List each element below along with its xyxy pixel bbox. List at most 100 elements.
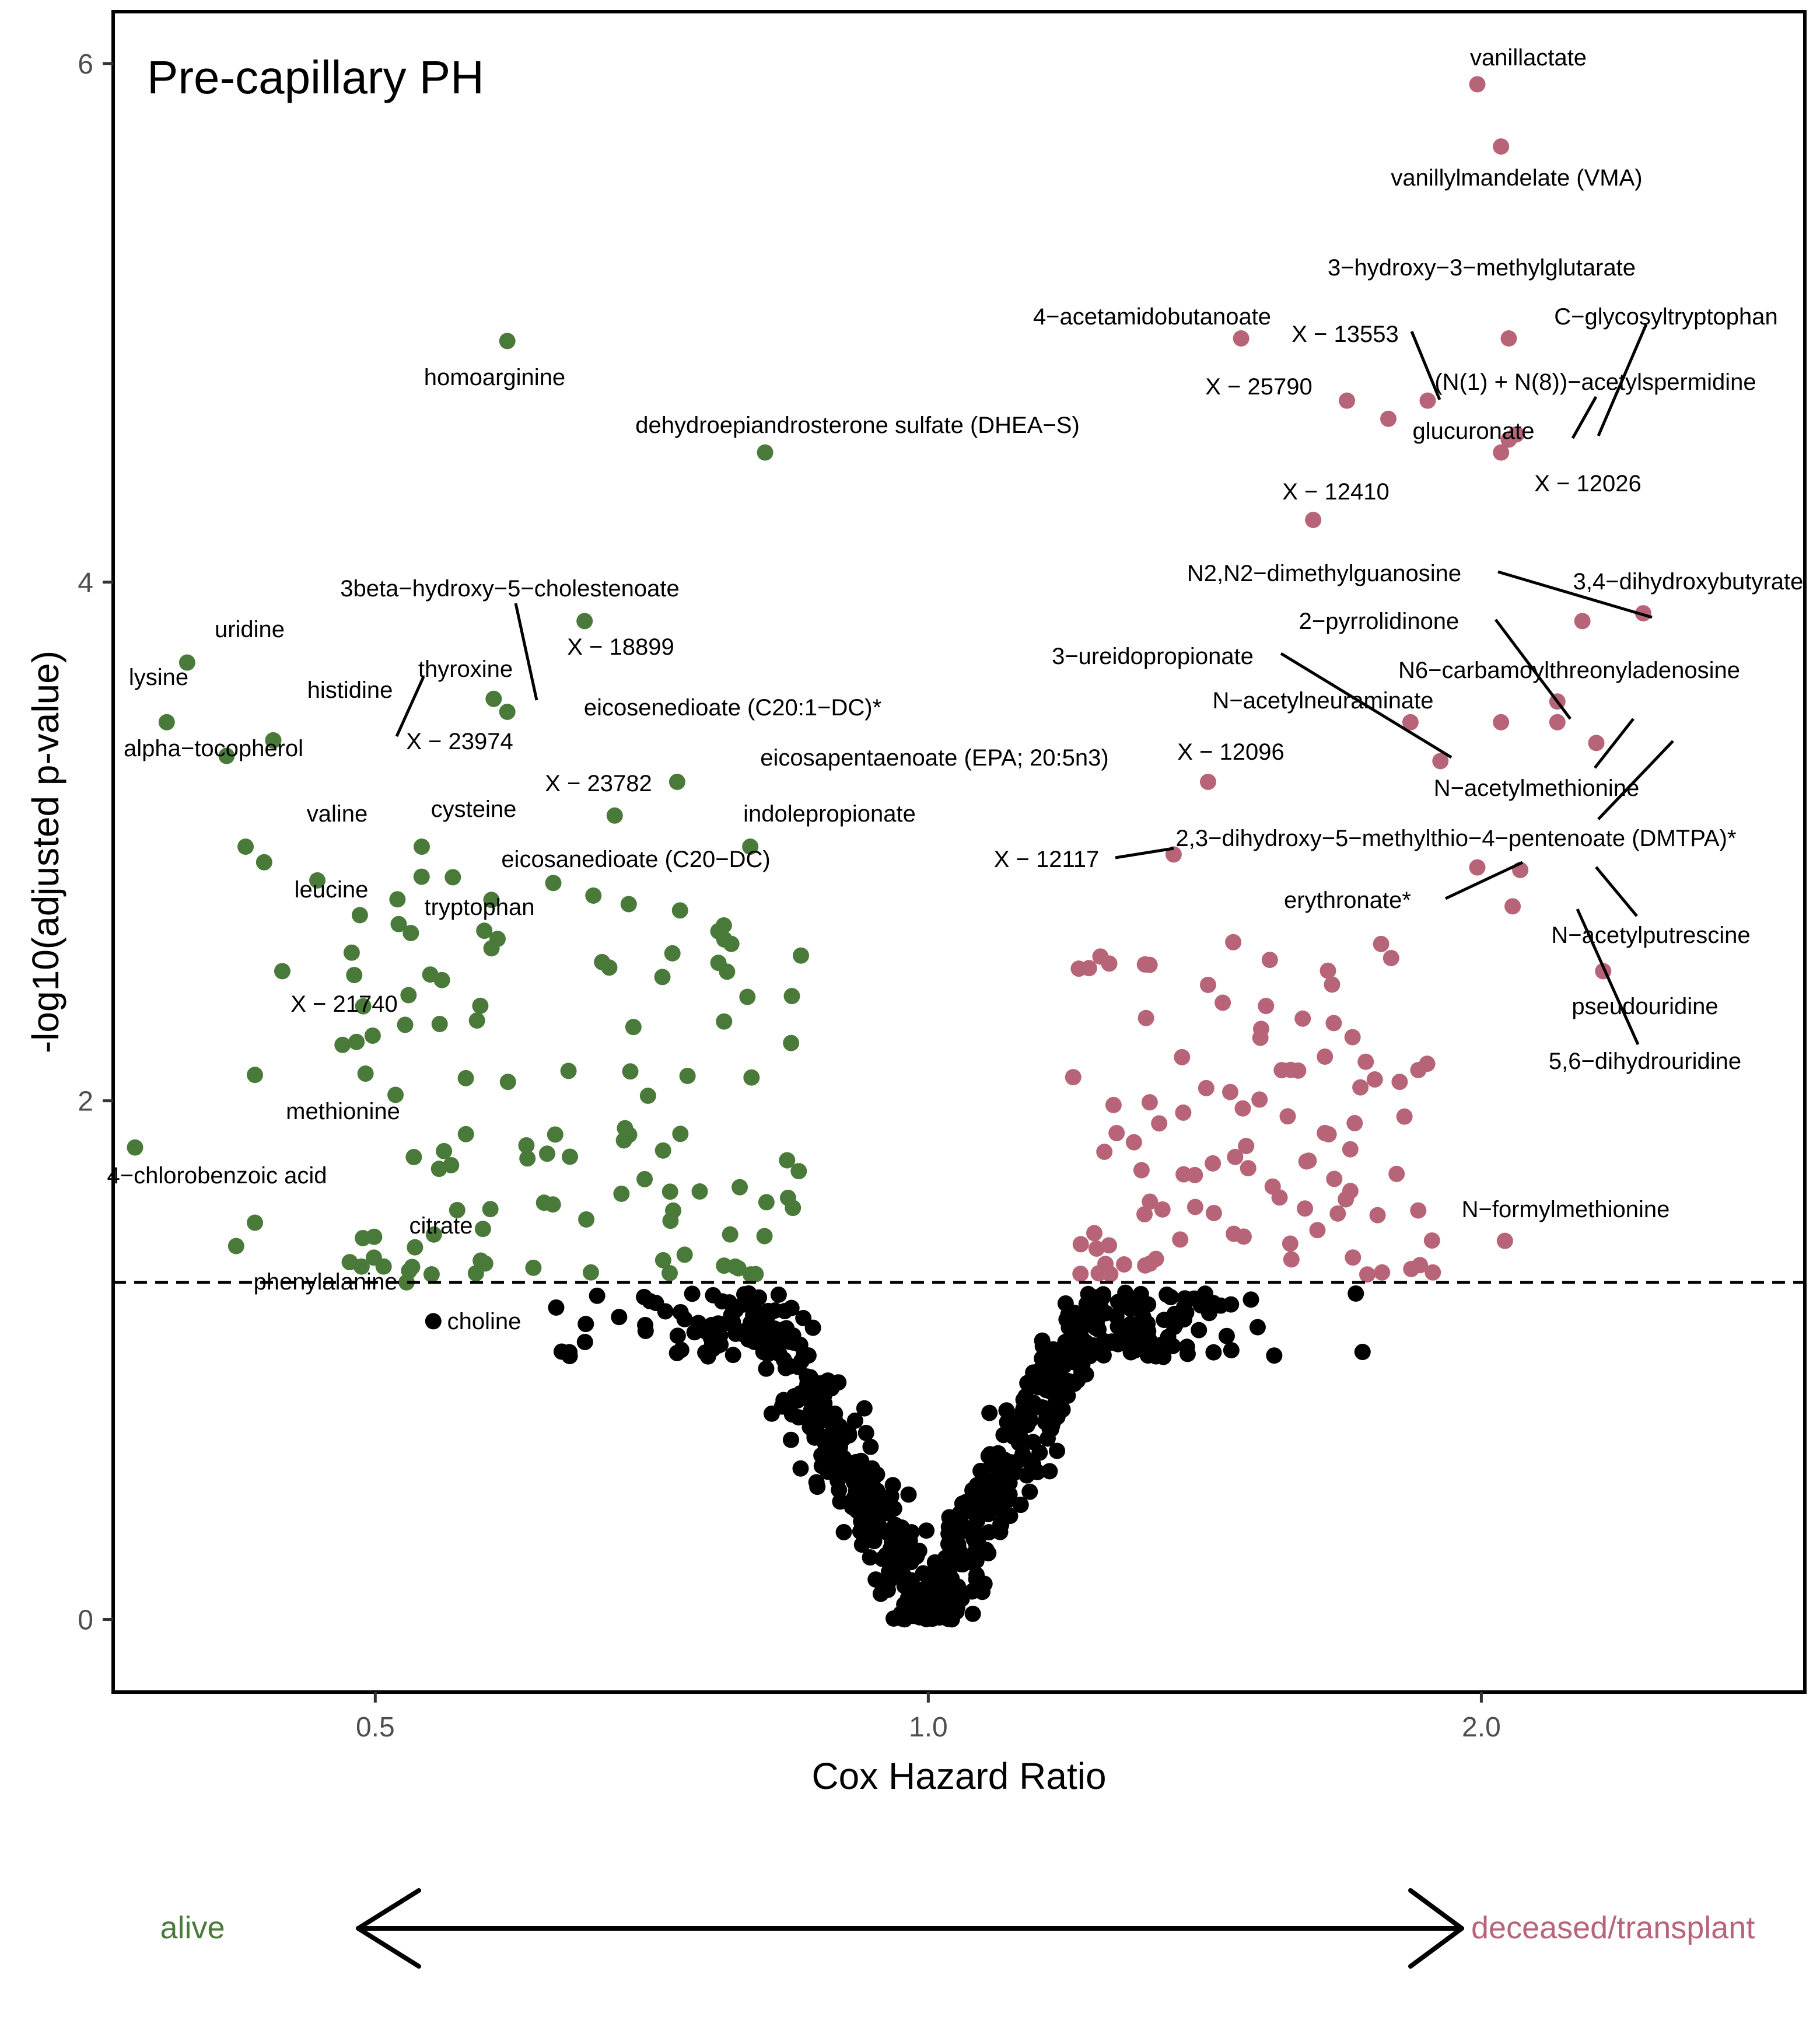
point-histidine xyxy=(158,714,175,731)
data-point xyxy=(961,1554,978,1571)
label-x23782: X − 23782 xyxy=(545,771,652,796)
data-point xyxy=(869,1482,886,1499)
data-point xyxy=(710,1337,727,1354)
data-point xyxy=(900,1486,917,1503)
point-x25790 xyxy=(1339,392,1356,409)
data-point xyxy=(476,922,493,939)
data-point xyxy=(1151,1115,1168,1132)
data-point xyxy=(519,1150,536,1167)
data-point xyxy=(691,1183,708,1200)
label-x21740: X − 21740 xyxy=(290,991,398,1017)
label-acetylneuraminate: N−acetylneuraminate xyxy=(1212,688,1433,714)
label-vma: vanillylmandelate (VMA) xyxy=(1391,165,1642,191)
data-point xyxy=(483,892,500,908)
label-valine: valine xyxy=(307,801,368,827)
data-point xyxy=(744,1291,761,1308)
data-point xyxy=(716,1257,733,1274)
data-point xyxy=(1034,1370,1051,1387)
data-point xyxy=(1186,1198,1203,1215)
data-point xyxy=(808,1474,825,1491)
data-point xyxy=(407,1239,424,1256)
data-point xyxy=(1072,1236,1089,1253)
data-point xyxy=(1348,1285,1364,1302)
data-point xyxy=(625,1019,642,1036)
label-x23974: X − 23974 xyxy=(406,729,513,754)
data-point xyxy=(341,1254,358,1271)
data-point xyxy=(1060,1306,1077,1323)
data-point xyxy=(553,1343,570,1360)
data-point xyxy=(896,1611,913,1628)
leader-x13553 xyxy=(1410,331,1441,400)
y-tick-label: 2 xyxy=(78,1086,93,1117)
data-point xyxy=(544,1196,561,1213)
data-point xyxy=(792,1460,809,1477)
data-point xyxy=(585,887,602,904)
data-point xyxy=(654,969,671,985)
label-ureidopropionate: 3−ureidopropionate xyxy=(1052,644,1254,669)
data-point xyxy=(425,1226,442,1243)
data-point xyxy=(1366,1071,1383,1088)
label-choline: choline xyxy=(447,1309,522,1334)
label-dimethylguanosine: N2,N2−dimethylguanosine xyxy=(1187,561,1461,586)
data-point xyxy=(1342,1141,1359,1158)
data-point xyxy=(430,1161,447,1177)
data-point xyxy=(1175,1299,1192,1316)
data-point xyxy=(1110,1331,1127,1348)
data-point xyxy=(1388,1165,1405,1182)
data-point xyxy=(473,1252,489,1269)
data-point xyxy=(671,902,688,919)
data-point xyxy=(964,1605,981,1622)
data-point xyxy=(1037,1414,1054,1431)
label-alphatocopherol: alpha−tocopherol xyxy=(124,736,303,761)
data-point xyxy=(334,1036,351,1053)
data-point xyxy=(783,988,800,1005)
data-point xyxy=(1002,1453,1019,1470)
data-point xyxy=(885,1536,902,1553)
data-point xyxy=(944,1548,961,1565)
data-point xyxy=(1175,1104,1192,1121)
data-point xyxy=(715,917,732,934)
point-valine xyxy=(237,838,254,855)
label-indolepropionate: indolepropionate xyxy=(743,801,916,827)
label-homoarginine: homoarginine xyxy=(424,365,565,390)
data-point xyxy=(762,1304,779,1321)
data-point xyxy=(1326,1170,1343,1187)
data-point xyxy=(704,1320,720,1337)
data-point xyxy=(1136,1206,1153,1223)
data-point xyxy=(1338,1191,1354,1208)
data-point xyxy=(404,1259,421,1275)
point-acetylneuraminate xyxy=(1402,714,1419,731)
data-point xyxy=(1101,1237,1118,1254)
label-eicosanedioate: eicosanedioate (C20−DC) xyxy=(501,847,770,872)
data-point xyxy=(781,1400,798,1417)
data-point xyxy=(1012,1497,1029,1514)
point-glucuronate xyxy=(1380,410,1397,427)
data-point xyxy=(999,1483,1016,1500)
data-point xyxy=(980,1544,997,1561)
data-point xyxy=(926,1554,943,1571)
data-point xyxy=(547,1126,564,1143)
label-pyrrolidinone: 2−pyrrolidinone xyxy=(1299,609,1460,634)
point-formylmethionine xyxy=(1496,1232,1513,1249)
data-point xyxy=(894,1570,911,1586)
data-point xyxy=(1225,934,1242,950)
label-x12096: X − 12096 xyxy=(1177,739,1284,765)
data-point xyxy=(1252,1029,1269,1046)
data-point xyxy=(1049,1409,1066,1425)
data-point xyxy=(366,1228,383,1245)
point-ureidopropionate xyxy=(1432,753,1449,770)
data-point xyxy=(636,1288,653,1305)
data-point xyxy=(886,1518,903,1535)
data-point xyxy=(1282,1235,1298,1252)
label-methionine: methionine xyxy=(286,1099,400,1124)
data-point xyxy=(390,915,407,932)
data-point xyxy=(1396,1108,1413,1125)
label-acetamidobutanoate: 4−acetamidobutanoate xyxy=(1033,304,1271,330)
data-point xyxy=(872,1585,889,1602)
label-histidine: histidine xyxy=(307,677,393,703)
data-point xyxy=(1093,1338,1110,1355)
data-point xyxy=(431,1015,448,1032)
data-point xyxy=(1391,1074,1408,1091)
data-point xyxy=(1072,1266,1089,1282)
